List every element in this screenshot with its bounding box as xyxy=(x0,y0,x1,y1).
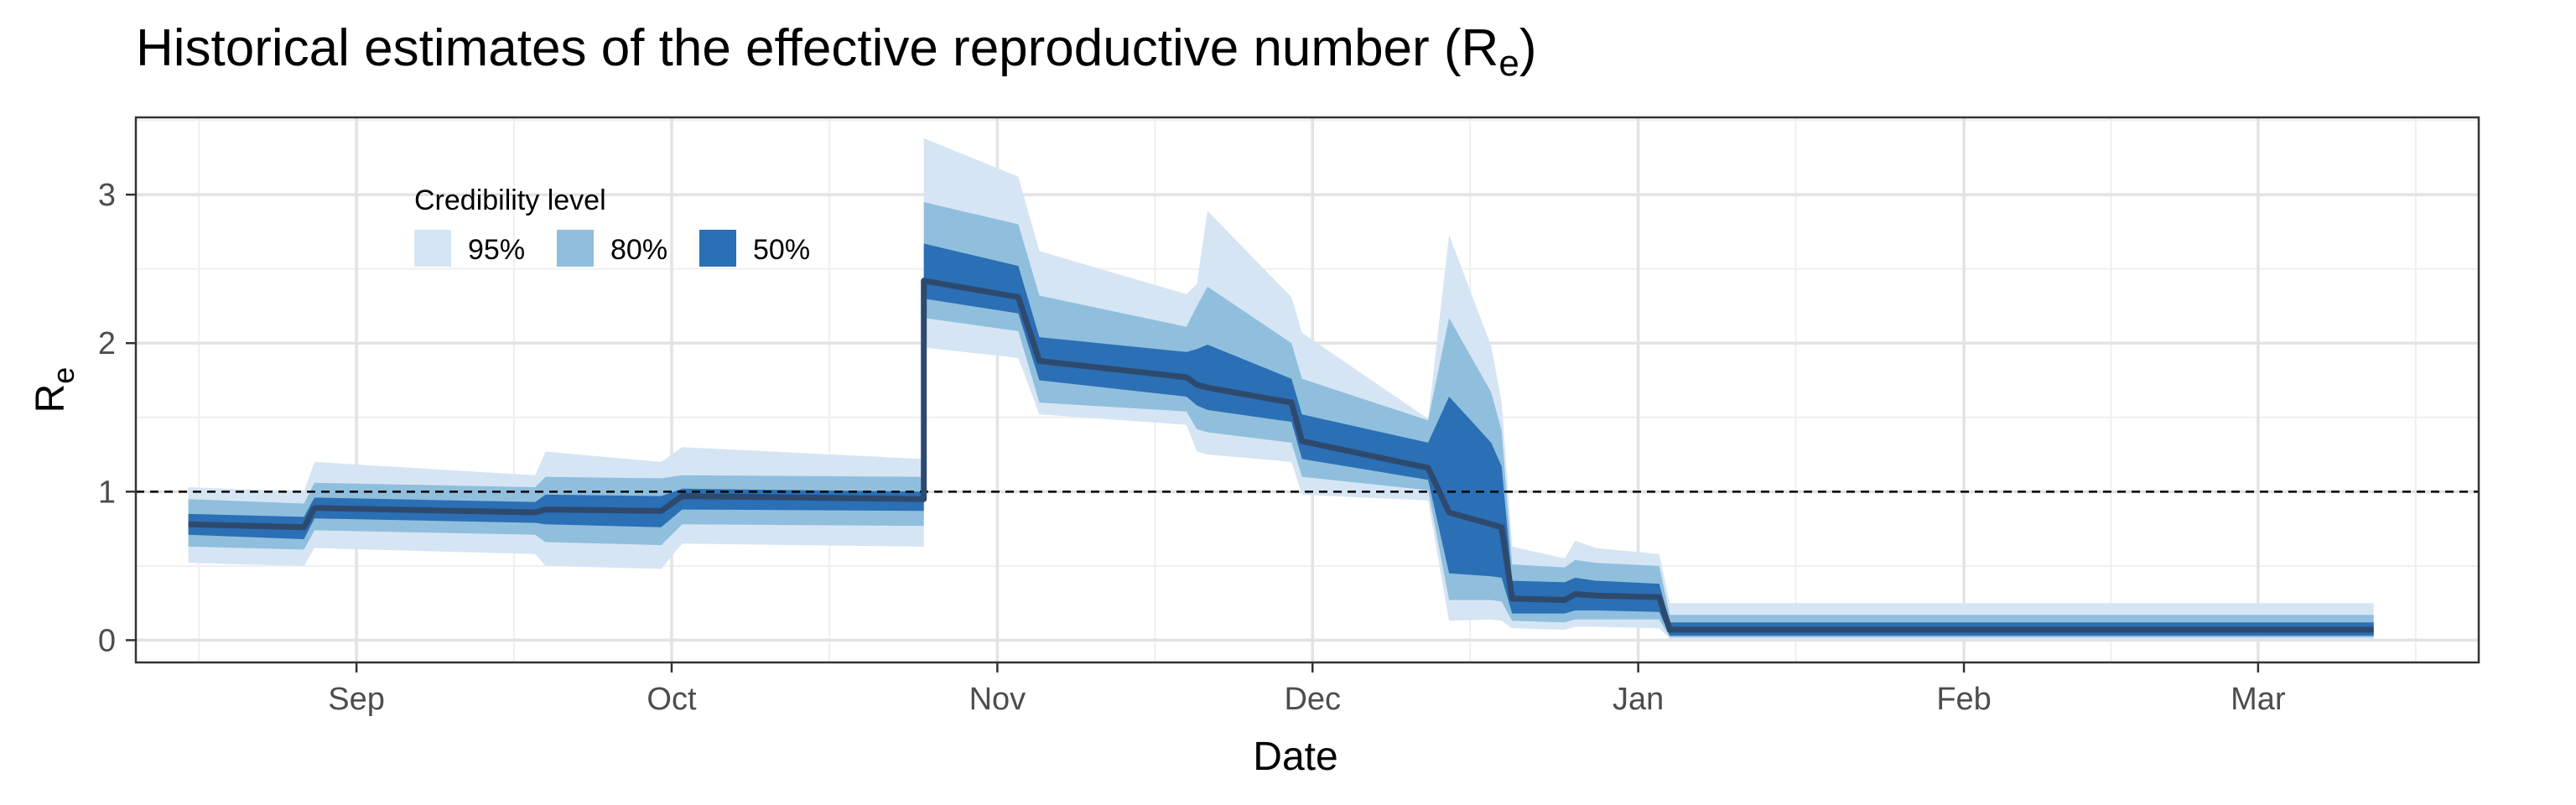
legend-swatch xyxy=(557,230,594,267)
legend-label: 95% xyxy=(468,234,525,266)
x-axis: Sep Oct Nov Dec Jan Feb Mar xyxy=(328,662,2286,717)
legend-item: 80% xyxy=(557,230,667,267)
x-tick-label: Sep xyxy=(328,682,385,717)
legend-item: 95% xyxy=(414,230,525,267)
y-tick-label: 3 xyxy=(98,178,116,213)
y-tick-label: 1 xyxy=(98,475,116,510)
x-tick-label: Jan xyxy=(1613,682,1664,717)
legend-swatch xyxy=(414,230,451,267)
chart-title: Historical estimates of the effective re… xyxy=(136,19,1536,84)
legend-swatch xyxy=(699,230,736,267)
legend-item: 50% xyxy=(699,230,810,267)
plot-border xyxy=(134,116,2480,664)
x-tick-label: Oct xyxy=(647,682,697,717)
median-series xyxy=(188,278,2374,633)
legend-label: 80% xyxy=(610,234,667,266)
credibility-bands xyxy=(188,138,2374,639)
x-axis-title: Date xyxy=(1253,735,1337,779)
y-axis: 0 1 2 3 xyxy=(98,178,136,658)
x-tick-label: Nov xyxy=(969,682,1026,717)
legend-title: Credibility level xyxy=(414,184,606,216)
y-axis-title: Re xyxy=(29,367,80,413)
legend-label: 50% xyxy=(753,234,810,266)
y-tick-label: 2 xyxy=(98,326,116,361)
x-tick-label: Feb xyxy=(1936,682,1991,717)
x-tick-label: Mar xyxy=(2231,682,2286,717)
median-line xyxy=(188,278,2374,633)
x-tick-label: Dec xyxy=(1284,682,1341,717)
y-tick-label: 0 xyxy=(98,623,116,658)
legend: Credibility level 95% 80% 50% xyxy=(414,184,810,267)
